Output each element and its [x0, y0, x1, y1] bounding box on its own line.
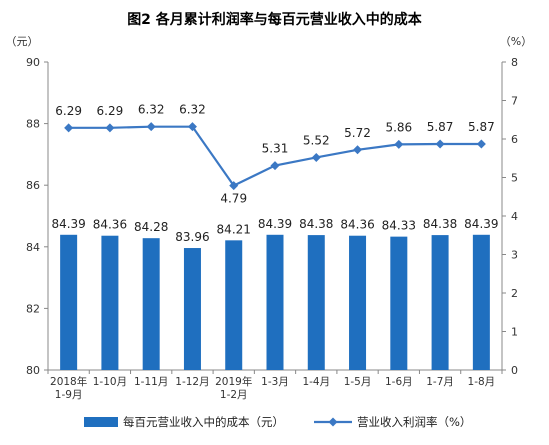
bar	[266, 234, 284, 370]
line-value-label: 5.52	[303, 133, 330, 147]
x-tick-label: 2019年	[215, 375, 252, 388]
bar-value-label: 83.96	[175, 230, 209, 244]
line-value-label: 6.29	[55, 104, 82, 118]
right-axis-unit: （%）	[500, 35, 532, 48]
line-value-label: 5.87	[468, 120, 495, 134]
x-tick-label: 1-8月	[468, 376, 496, 388]
x-tick-label: 1-7月	[426, 376, 454, 388]
line-value-label: 5.86	[385, 120, 412, 134]
bar-value-label: 84.38	[423, 217, 457, 231]
bar	[101, 235, 119, 370]
bar-value-label: 84.36	[340, 218, 374, 232]
right-tick-label: 4	[511, 210, 518, 223]
bar-value-label: 84.38	[299, 217, 333, 231]
line-value-label: 5.87	[427, 120, 454, 134]
bar	[349, 235, 367, 370]
right-tick-label: 2	[511, 287, 518, 300]
line-point	[435, 139, 445, 149]
bar	[431, 235, 449, 370]
right-tick-label: 7	[511, 95, 518, 108]
bar	[60, 234, 78, 370]
bar	[390, 236, 408, 370]
bar-value-label: 84.28	[134, 220, 168, 234]
line-value-label: 4.79	[220, 192, 247, 206]
legend-line-label: 营业收入利润率（%）	[357, 415, 471, 429]
line-point	[353, 145, 363, 155]
right-tick-label: 8	[511, 56, 518, 69]
chart-title: 图2 各月累计利润率与每百元营业收入中的成本	[127, 11, 423, 28]
line-point	[476, 139, 486, 149]
line-point	[229, 181, 239, 191]
line-value-label: 5.31	[262, 142, 289, 156]
legend: 每百元营业收入中的成本（元） 营业收入利润率（%）	[84, 415, 471, 429]
bar	[225, 240, 243, 370]
left-tick-label: 84	[26, 241, 40, 254]
left-tick-label: 86	[26, 179, 40, 192]
right-tick-label: 5	[511, 172, 518, 185]
profit-rate-line	[68, 125, 482, 187]
bar	[142, 238, 160, 370]
bar-value-label: 84.21	[217, 222, 251, 236]
bar-value-label: 84.33	[382, 219, 416, 233]
line-point	[146, 122, 156, 132]
bar-value-label: 84.39	[258, 217, 292, 231]
bar	[183, 248, 201, 370]
line-point	[270, 161, 280, 171]
right-tick-label: 0	[511, 364, 518, 377]
line-point	[105, 123, 115, 133]
left-axis-unit: （元）	[6, 35, 39, 48]
legend-line-marker	[328, 417, 338, 427]
x-tick-label: 1-4月	[302, 376, 330, 388]
left-tick-label: 88	[26, 118, 40, 131]
bar-value-label: 84.36	[93, 218, 127, 232]
bar-value-label: 84.39	[51, 217, 85, 231]
x-tick-label: 1-10月	[93, 376, 127, 388]
bar-value-label: 84.39	[464, 217, 498, 231]
x-tick-label: 2018年	[50, 375, 87, 388]
legend-bar-swatch	[84, 417, 118, 427]
line-value-label: 6.32	[138, 103, 165, 117]
left-tick-label: 90	[26, 56, 40, 69]
line-value-label: 6.32	[179, 103, 206, 117]
left-tick-label: 82	[26, 302, 40, 315]
legend-bar-label: 每百元营业收入中的成本（元）	[123, 415, 284, 429]
bar	[472, 234, 490, 370]
left-tick-label: 80	[26, 364, 40, 377]
line-point	[64, 123, 74, 133]
x-tick-label: 1-5月	[344, 376, 372, 388]
x-tick-label: 1-6月	[385, 376, 413, 388]
line-point	[187, 122, 197, 132]
line-value-label: 5.72	[344, 126, 371, 140]
line-point	[311, 152, 321, 162]
x-tick-label: 1-3月	[261, 376, 289, 388]
x-tick-label: 1-11月	[134, 376, 168, 388]
right-tick-label: 6	[511, 133, 518, 146]
x-tick-label: 1-2月	[220, 389, 248, 401]
bar	[307, 235, 325, 370]
right-tick-label: 1	[511, 326, 518, 339]
right-tick-label: 3	[511, 249, 518, 262]
x-tick-label: 1-12月	[175, 376, 209, 388]
line-point	[394, 139, 404, 149]
x-tick-label: 1-9月	[55, 389, 83, 401]
line-value-label: 6.29	[97, 104, 124, 118]
